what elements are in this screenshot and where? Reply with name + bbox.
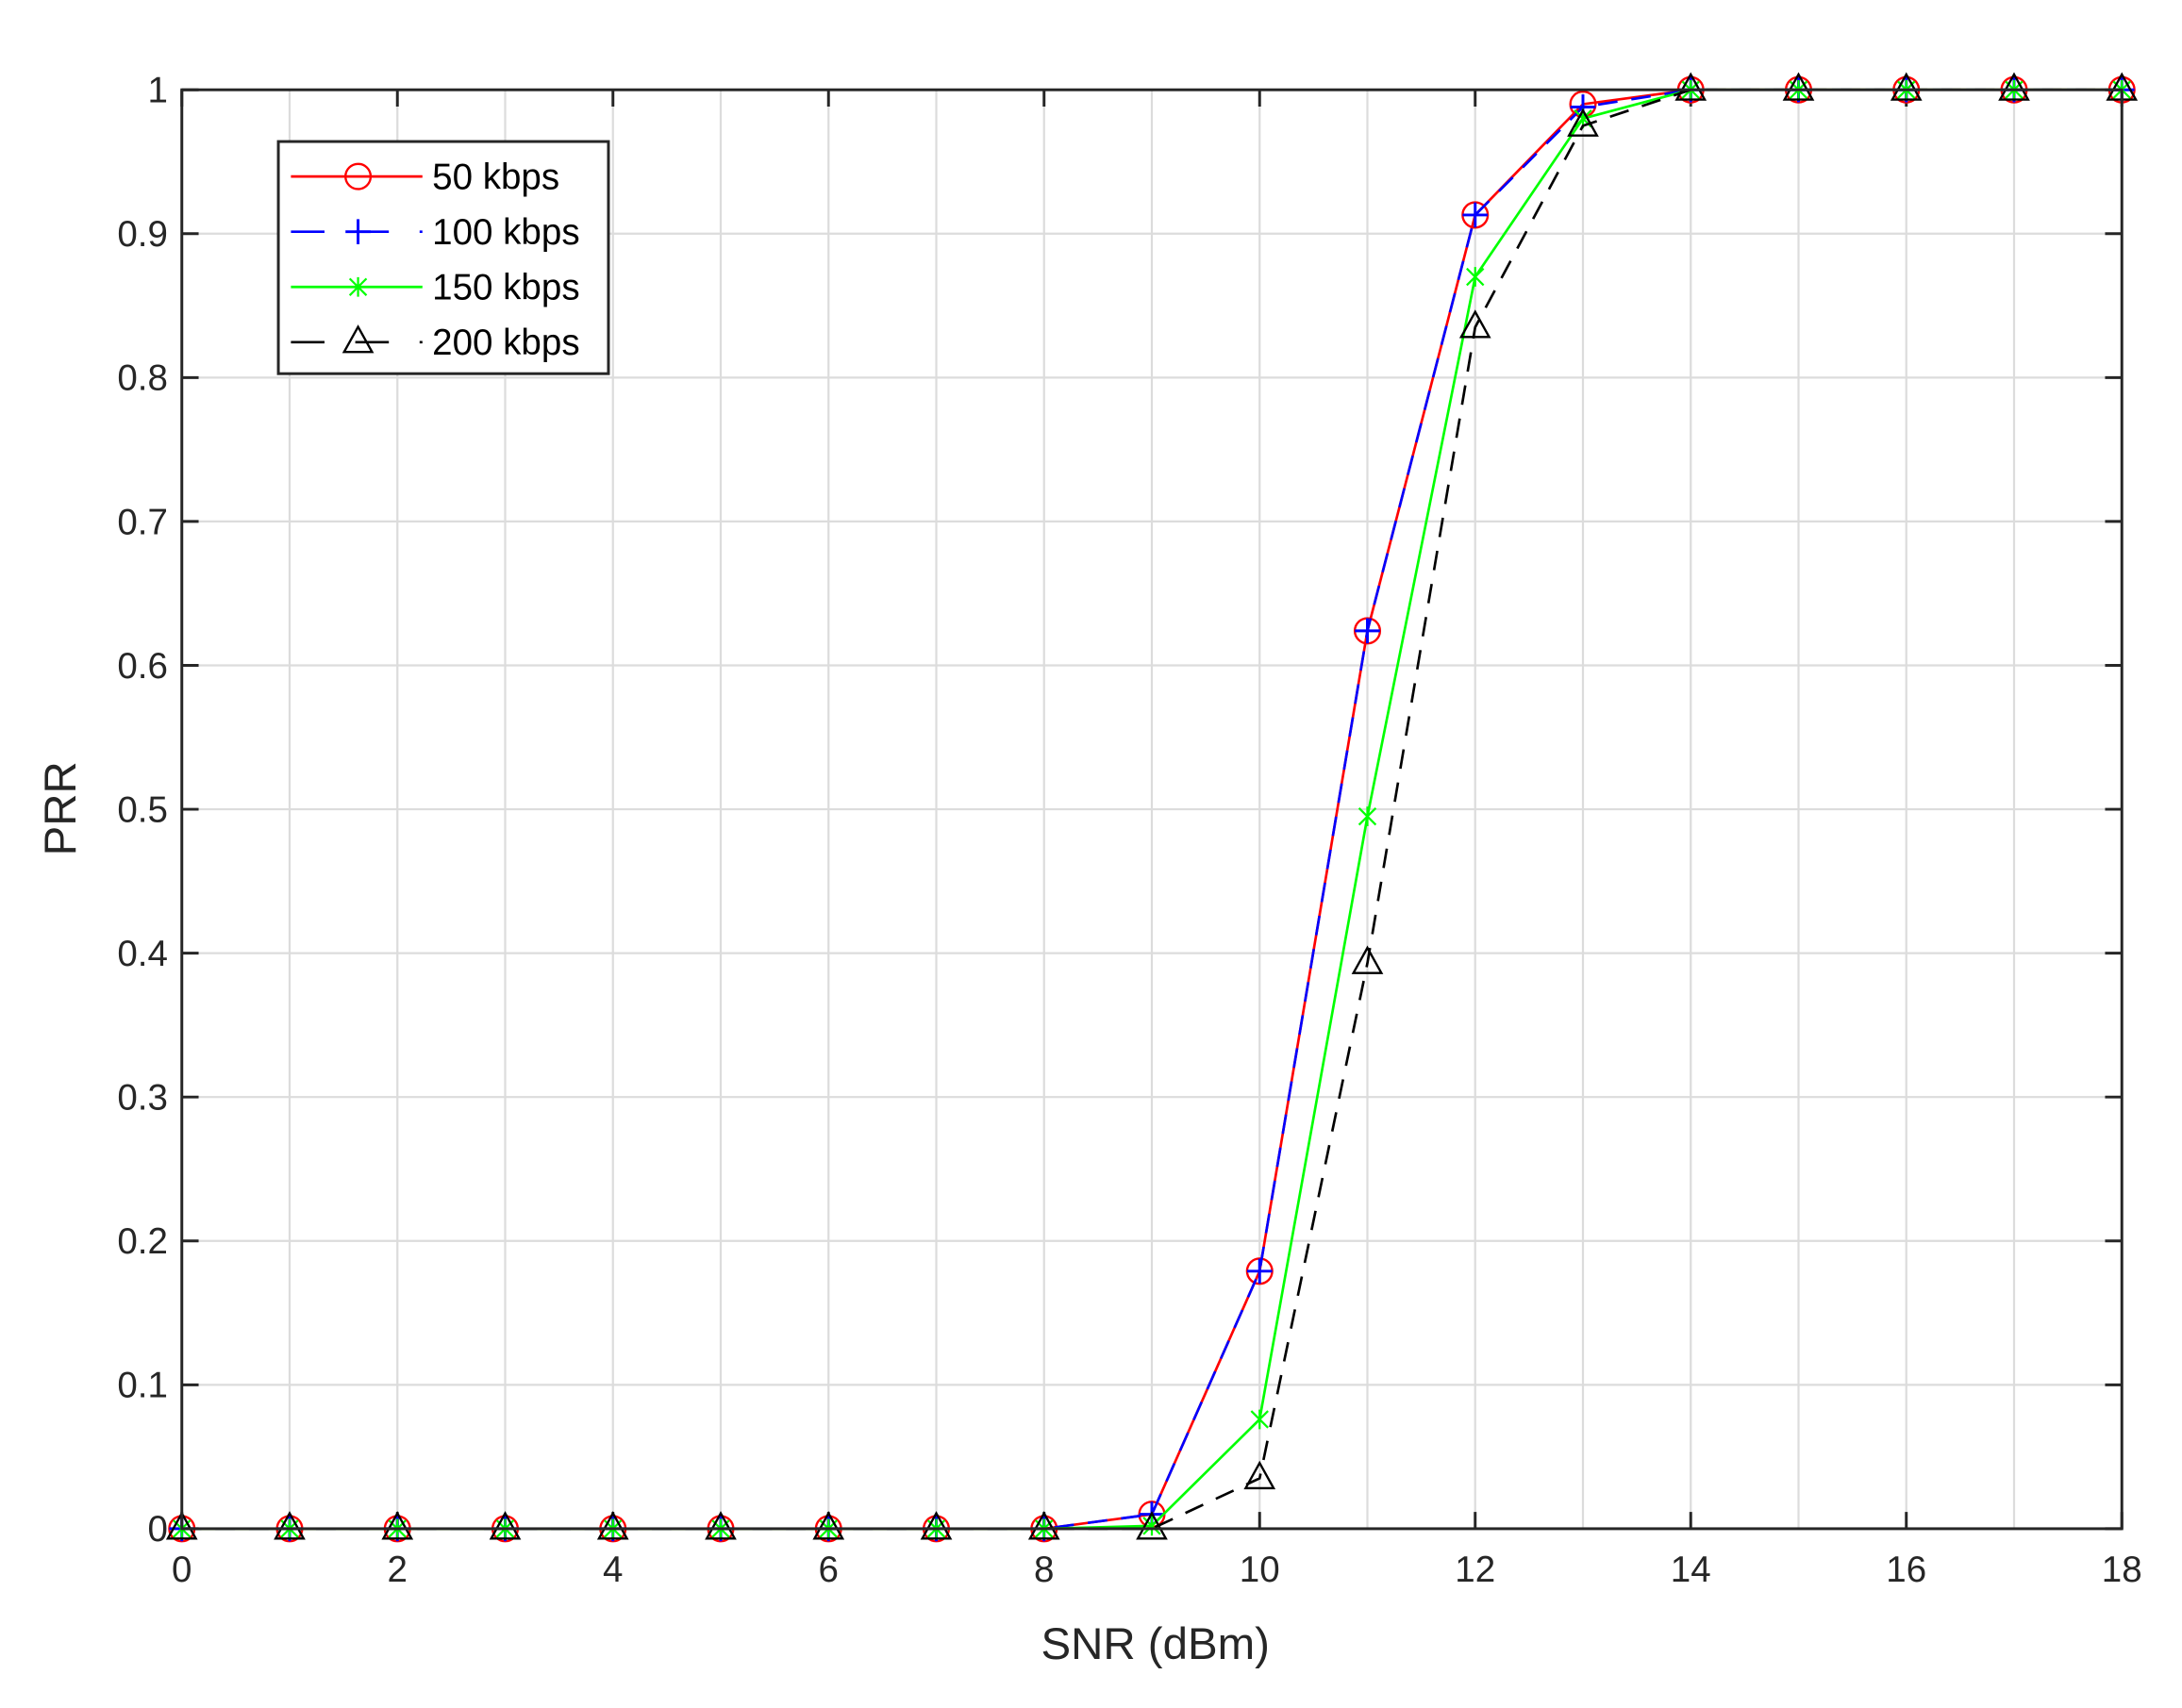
- y-tick-label: 0.2: [117, 1221, 168, 1262]
- data-point-triangle: [1136, 1511, 1168, 1540]
- legend-label: 150 kbps: [432, 268, 579, 308]
- y-tick-label: 0.9: [117, 214, 168, 255]
- y-tick-label: 1: [147, 71, 167, 111]
- x-tick-label: 16: [1886, 1550, 1926, 1590]
- data-point-x: [1466, 267, 1485, 287]
- data-point-triangle: [489, 1511, 522, 1540]
- data-point-triangle: [705, 1511, 737, 1540]
- legend-marker-circle: [344, 162, 373, 191]
- legend-entry: 150 kbps: [291, 268, 580, 308]
- data-point-triangle: [1458, 309, 1491, 339]
- ticks: 00.10.20.30.40.50.60.70.80.910 2 4 6 8 10 12 14…: [117, 71, 2141, 1591]
- data-point-plus: [1355, 618, 1380, 644]
- data-point-triangle: [920, 1511, 953, 1540]
- x-tick-label: 8: [1034, 1550, 1054, 1590]
- legend-box: [276, 140, 610, 375]
- data-point-triangle: [1567, 108, 1599, 137]
- data-point-plus: [1462, 202, 1489, 228]
- data-point-plus: [1246, 1258, 1273, 1285]
- data-point-triangle: [1890, 72, 1923, 101]
- y-tick-label: 0.7: [117, 502, 168, 542]
- y-tick-label: 0.8: [117, 358, 168, 399]
- legend-label: 200 kbps: [432, 323, 579, 363]
- legend-label: 100 kbps: [432, 212, 579, 253]
- data-point-triangle: [812, 1511, 845, 1540]
- x-tick-label: 0: [172, 1550, 192, 1590]
- y-axis-label: PRR: [36, 761, 86, 855]
- data-point-triangle: [1351, 945, 1384, 974]
- data-point-triangle: [381, 1511, 414, 1540]
- y-tick-label: 0.3: [117, 1078, 168, 1119]
- data-point-x: [1142, 1516, 1161, 1536]
- y-tick-label: 0: [147, 1509, 167, 1550]
- x-axis-label: SNR (dBm): [1041, 1619, 1269, 1669]
- data-point-triangle: [596, 1511, 629, 1540]
- data-point-x: [1250, 1409, 1269, 1430]
- y-tick-label: 0.5: [117, 789, 168, 830]
- data-point-triangle: [165, 1511, 198, 1540]
- data-point-triangle: [1243, 1460, 1276, 1490]
- legend-entry: 200 kbps: [291, 323, 580, 363]
- y-tick-label: 0.4: [117, 934, 168, 974]
- y-tick-label: 0.6: [117, 646, 168, 687]
- legend-label: 50 kbps: [432, 157, 559, 197]
- data-point-triangle: [274, 1511, 306, 1540]
- x-tick-label: 6: [819, 1550, 839, 1590]
- x-tick-label: 18: [2102, 1550, 2142, 1590]
- y-tick-label: 0.1: [117, 1366, 168, 1406]
- data-point-triangle: [1998, 72, 2030, 101]
- data-point-triangle: [1782, 72, 1815, 101]
- x-tick-label: 4: [603, 1550, 623, 1590]
- x-tick-label: 14: [1671, 1550, 1711, 1590]
- legend: 50 kbps 100 kbps 150 kbps 200 kbps: [276, 140, 610, 375]
- x-tick-label: 12: [1455, 1550, 1495, 1590]
- data-point-triangle: [1027, 1511, 1060, 1540]
- data-point-triangle: [1674, 72, 1707, 101]
- legend-entry: 50 kbps: [291, 157, 559, 197]
- axes-frame: [180, 88, 2124, 1531]
- x-tick-label: 10: [1240, 1550, 1280, 1590]
- x-tick-label: 2: [388, 1550, 408, 1590]
- legend-entry: 100 kbps: [291, 212, 580, 253]
- data-point-x: [1358, 806, 1377, 827]
- legend-marker-x: [348, 276, 368, 297]
- legend-marker-triangle: [341, 324, 375, 354]
- legend-marker-plus: [345, 219, 371, 245]
